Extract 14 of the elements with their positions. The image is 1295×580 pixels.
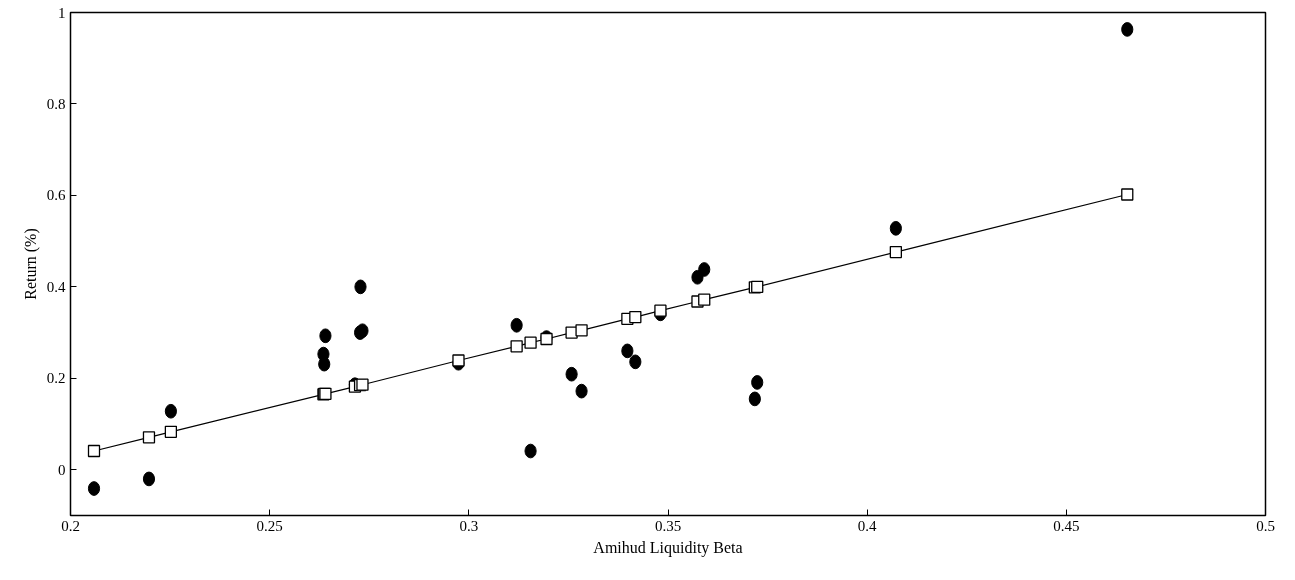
y-tick-label: 0.8	[46, 95, 66, 112]
x-tick-label: 0.35	[654, 517, 682, 534]
y-tick-label: 0.6	[46, 187, 66, 204]
y-tick-label: 1	[58, 4, 66, 21]
y-tick-label: 0	[58, 461, 66, 478]
x-tick-label: 0.3	[459, 517, 479, 534]
x-tick-label: 0.4	[857, 517, 878, 534]
x-axis-title: Amihud Liquidity Beta	[593, 538, 743, 557]
y-tick-label: 0.2	[46, 370, 66, 387]
x-tick-label: 0.45	[1053, 517, 1080, 534]
y-tick-label: 0.4	[46, 278, 66, 295]
x-tick-label: 0.5	[1256, 517, 1275, 534]
x-tick-label: 0.25	[256, 517, 283, 534]
y-axis-title: Return (%)	[21, 228, 40, 300]
